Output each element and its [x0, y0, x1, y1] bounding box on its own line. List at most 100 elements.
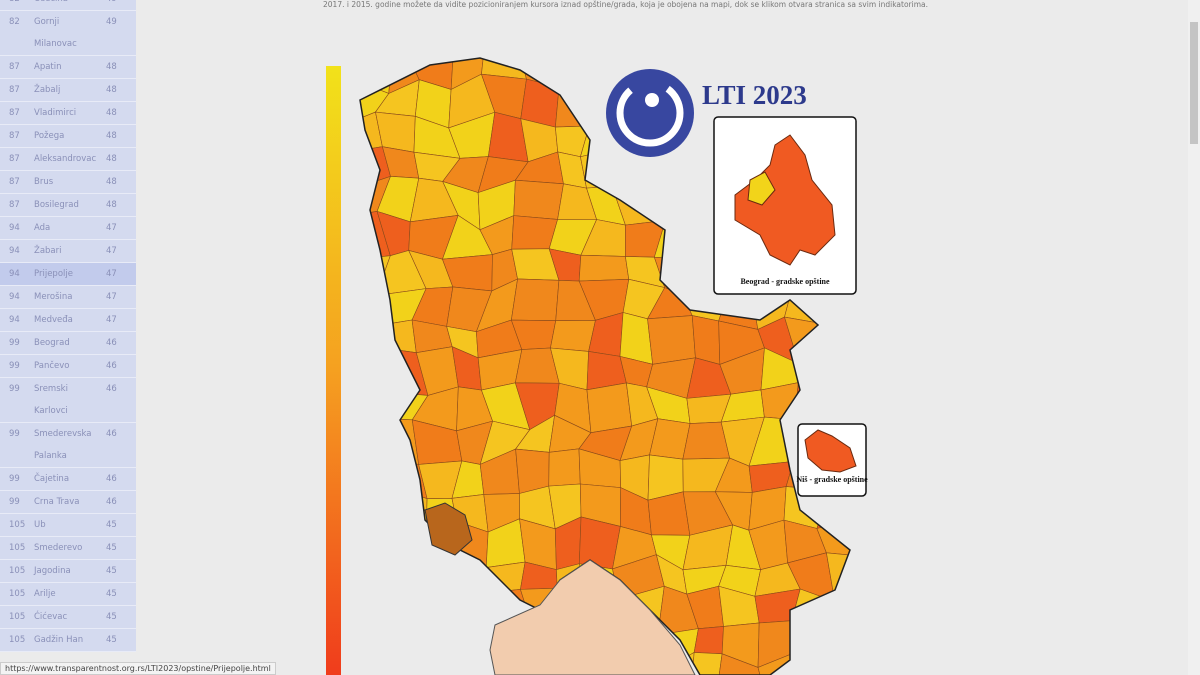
- municipality-name[interactable]: Beograd: [34, 338, 70, 348]
- ranking-row[interactable]: 87 Žabalj 48: [0, 79, 136, 102]
- municipality[interactable]: [373, 418, 420, 465]
- municipality[interactable]: [375, 557, 420, 595]
- municipality[interactable]: [555, 83, 590, 128]
- municipality[interactable]: [865, 666, 896, 675]
- municipality[interactable]: [356, 666, 384, 675]
- municipality[interactable]: [412, 557, 455, 600]
- municipality[interactable]: [342, 278, 394, 330]
- municipality[interactable]: [861, 281, 898, 325]
- municipality[interactable]: [382, 620, 426, 668]
- municipality[interactable]: [418, 590, 462, 634]
- municipality[interactable]: [854, 150, 894, 181]
- municipality-name[interactable]: Pančevo: [34, 361, 70, 371]
- municipality-name[interactable]: Merošina: [34, 292, 73, 302]
- municipality-name[interactable]: Čajetina: [34, 474, 70, 484]
- ranking-row[interactable]: 105 Smederevo 45: [0, 537, 136, 560]
- municipality[interactable]: [340, 42, 393, 94]
- ranking-row[interactable]: 99 Smederevska Palanka 46: [0, 423, 136, 468]
- municipality[interactable]: [791, 588, 836, 635]
- municipality[interactable]: [578, 254, 630, 282]
- municipality-name[interactable]: Smederevo: [34, 543, 83, 553]
- municipality[interactable]: [693, 626, 724, 655]
- municipality[interactable]: [375, 519, 427, 564]
- municipality[interactable]: [550, 320, 596, 352]
- prijepolje-region[interactable]: [424, 502, 473, 556]
- municipality[interactable]: [515, 448, 550, 494]
- ranking-row[interactable]: 87 Bosilegrad 48: [0, 194, 136, 217]
- municipality-name[interactable]: Crna Trava: [34, 497, 80, 507]
- municipality[interactable]: [444, 565, 487, 600]
- municipality[interactable]: [855, 554, 900, 603]
- municipality-name[interactable]: Osečina: [34, 0, 100, 10]
- municipality-name[interactable]: Ada: [34, 223, 51, 233]
- ranking-row[interactable]: 94 Medveđa 47: [0, 309, 136, 332]
- scrollbar[interactable]: [1188, 0, 1200, 675]
- municipality[interactable]: [834, 601, 870, 635]
- ranking-row[interactable]: 87 Aleksandrovac 48: [0, 148, 136, 171]
- ranking-row[interactable]: 87 Vladimirci 48: [0, 102, 136, 125]
- municipality-name[interactable]: Vladimirci: [34, 108, 77, 118]
- municipality[interactable]: [379, 319, 417, 354]
- municipality[interactable]: [824, 655, 870, 675]
- municipality-name[interactable]: Ćićevac: [34, 612, 68, 622]
- municipality[interactable]: [855, 585, 894, 634]
- municipality[interactable]: [352, 560, 382, 599]
- municipality[interactable]: [413, 655, 458, 675]
- municipality[interactable]: [858, 355, 900, 383]
- municipality[interactable]: [716, 653, 767, 675]
- municipality-name[interactable]: Gadžin Han: [34, 635, 84, 645]
- municipality[interactable]: [857, 177, 895, 218]
- municipality[interactable]: [725, 56, 761, 84]
- municipality[interactable]: [548, 448, 581, 487]
- ranking-row[interactable]: 105 Arilje 45: [0, 583, 136, 606]
- ranking-row[interactable]: 105 Gadžin Han 45: [0, 629, 136, 652]
- municipality[interactable]: [453, 593, 497, 635]
- municipality-name[interactable]: Apatin: [34, 62, 62, 72]
- ranking-row[interactable]: 82 Gornji Milanovac 49: [0, 11, 136, 56]
- ranking-row[interactable]: 87 Apatin 48: [0, 56, 136, 79]
- municipality[interactable]: [820, 354, 866, 388]
- municipality[interactable]: [647, 315, 696, 365]
- municipality[interactable]: [791, 653, 831, 675]
- scrollbar-thumb[interactable]: [1190, 22, 1198, 144]
- municipality[interactable]: [655, 181, 698, 231]
- municipality[interactable]: [382, 656, 426, 675]
- municipality[interactable]: [864, 483, 892, 529]
- municipality[interactable]: [586, 382, 633, 434]
- ranking-row[interactable]: 99 Crna Trava 46: [0, 491, 136, 514]
- municipality[interactable]: [413, 620, 462, 657]
- municipality-name[interactable]: Arilje: [34, 589, 56, 599]
- municipality-name[interactable]: Žabari: [34, 246, 62, 256]
- ranking-row[interactable]: 105 Jagodina 45: [0, 560, 136, 583]
- ranking-row[interactable]: 87 Požega 48: [0, 125, 136, 148]
- municipality-name[interactable]: Medveđa: [34, 315, 73, 325]
- municipality[interactable]: [865, 619, 894, 668]
- municipality[interactable]: [354, 634, 387, 668]
- municipality[interactable]: [861, 254, 898, 282]
- municipality-name[interactable]: Sremski Karlovci: [34, 384, 68, 416]
- municipality[interactable]: [691, 315, 721, 365]
- ranking-row[interactable]: 94 Ada 47: [0, 217, 136, 240]
- municipality[interactable]: [826, 552, 869, 604]
- ranking-row[interactable]: 99 Pančevo 46: [0, 355, 136, 378]
- municipality[interactable]: [447, 632, 497, 668]
- municipality[interactable]: [556, 46, 589, 88]
- ranking-row[interactable]: 94 Žabari 47: [0, 240, 136, 263]
- municipality[interactable]: [819, 315, 863, 361]
- municipality-name[interactable]: Smederevska Palanka: [34, 429, 92, 461]
- municipality-name[interactable]: Bosilegrad: [34, 200, 79, 210]
- municipality[interactable]: [346, 449, 388, 493]
- municipality[interactable]: [854, 116, 903, 162]
- municipality-name[interactable]: Jagodina: [34, 566, 71, 576]
- municipality[interactable]: [646, 153, 692, 197]
- municipality-name[interactable]: Žabalj: [34, 85, 61, 95]
- ranking-row[interactable]: 82Osečina49: [0, 0, 136, 11]
- municipality[interactable]: [346, 484, 388, 535]
- municipality[interactable]: [857, 46, 903, 92]
- municipality[interactable]: [354, 593, 387, 639]
- municipality-name[interactable]: Brus: [34, 177, 54, 187]
- municipality[interactable]: [832, 46, 859, 93]
- municipality[interactable]: [751, 45, 803, 84]
- municipality[interactable]: [355, 382, 390, 433]
- municipality[interactable]: [513, 179, 564, 220]
